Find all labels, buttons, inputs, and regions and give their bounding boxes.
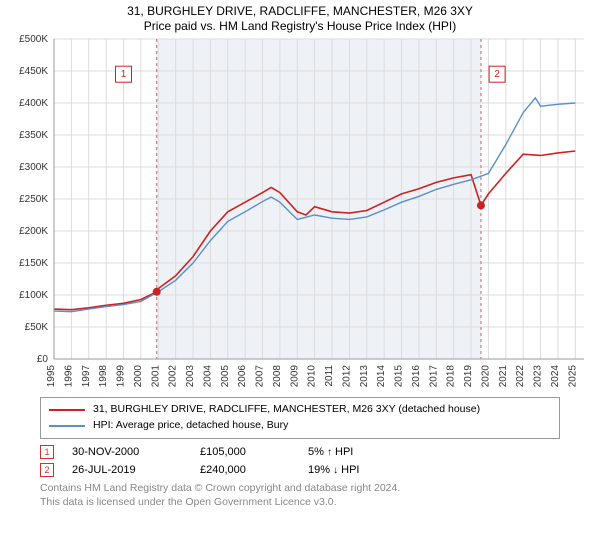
legend-row: 31, BURGHLEY DRIVE, RADCLIFFE, MANCHESTE…: [49, 402, 551, 418]
svg-text:£0: £0: [37, 354, 49, 365]
svg-text:£350K: £350K: [19, 130, 48, 141]
svg-text:1997: 1997: [81, 365, 92, 388]
svg-text:1996: 1996: [63, 365, 74, 388]
line-chart: 1 2 £0 £50K £100K £150K £200K £250K £300K £350K £4…: [0, 33, 600, 393]
svg-text:2009: 2009: [289, 365, 300, 388]
svg-text:£500K: £500K: [19, 34, 48, 45]
footer-attribution: Contains HM Land Registry data © Crown c…: [40, 481, 560, 509]
svg-text:£400K: £400K: [19, 98, 48, 109]
chart-title: 31, BURGHLEY DRIVE, RADCLIFFE, MANCHESTE…: [0, 4, 600, 18]
svg-text:2013: 2013: [359, 365, 370, 388]
svg-text:1998: 1998: [98, 365, 109, 388]
legend-row: HPI: Average price, detached house, Bury: [49, 418, 551, 434]
cell-pct: 5% ↑ HPI: [308, 446, 353, 458]
svg-text:£150K: £150K: [19, 258, 48, 269]
marker-badge: 1: [40, 445, 54, 459]
svg-text:2000: 2000: [133, 365, 144, 388]
svg-text:1999: 1999: [116, 365, 127, 388]
chart-titles: 31, BURGHLEY DRIVE, RADCLIFFE, MANCHESTE…: [0, 0, 600, 33]
svg-text:2016: 2016: [411, 365, 422, 388]
svg-text:2024: 2024: [550, 365, 561, 388]
svg-text:2015: 2015: [394, 365, 405, 388]
legend-swatch: [49, 425, 85, 427]
svg-text:2017: 2017: [428, 365, 439, 388]
svg-text:2002: 2002: [168, 365, 179, 388]
cell-price: £240,000: [200, 464, 290, 476]
svg-text:2025: 2025: [567, 365, 578, 388]
svg-text:2021: 2021: [498, 365, 509, 388]
svg-text:2011: 2011: [324, 365, 335, 387]
svg-text:2019: 2019: [463, 365, 474, 388]
legend-label: 31, BURGHLEY DRIVE, RADCLIFFE, MANCHESTE…: [93, 402, 480, 418]
legend: 31, BURGHLEY DRIVE, RADCLIFFE, MANCHESTE…: [40, 397, 560, 439]
svg-text:£450K: £450K: [19, 66, 48, 77]
legend-swatch: [49, 409, 85, 411]
svg-text:£50K: £50K: [25, 322, 49, 333]
svg-text:2007: 2007: [255, 365, 266, 388]
legend-label: HPI: Average price, detached house, Bury: [93, 418, 288, 434]
svg-text:£100K: £100K: [19, 290, 48, 301]
arrow-up-icon: ↑: [327, 447, 332, 458]
cell-date: 26-JUL-2019: [72, 464, 182, 476]
table-row: 1 30-NOV-2000 £105,000 5% ↑ HPI: [40, 445, 560, 459]
footer-line: This data is licensed under the Open Gov…: [40, 495, 560, 509]
footer-line: Contains HM Land Registry data © Crown c…: [40, 481, 560, 495]
svg-text:£250K: £250K: [19, 194, 48, 205]
cell-date: 30-NOV-2000: [72, 446, 182, 458]
svg-text:2023: 2023: [533, 365, 544, 388]
chart-subtitle: Price paid vs. HM Land Registry's House …: [0, 19, 600, 33]
svg-text:2: 2: [494, 69, 500, 80]
svg-text:2004: 2004: [202, 365, 213, 388]
svg-text:2001: 2001: [150, 365, 161, 388]
svg-text:2018: 2018: [446, 365, 457, 388]
svg-text:2012: 2012: [341, 365, 352, 388]
transaction-table: 1 30-NOV-2000 £105,000 5% ↑ HPI 2 26-JUL…: [40, 445, 560, 477]
svg-text:2006: 2006: [237, 365, 248, 388]
cell-price: £105,000: [200, 446, 290, 458]
svg-text:1: 1: [121, 69, 127, 80]
svg-text:2010: 2010: [307, 365, 318, 388]
svg-text:2014: 2014: [376, 365, 387, 388]
svg-text:£300K: £300K: [19, 162, 48, 173]
arrow-down-icon: ↓: [333, 465, 338, 476]
svg-text:2022: 2022: [515, 365, 526, 388]
svg-text:1995: 1995: [46, 365, 57, 388]
svg-text:2005: 2005: [220, 365, 231, 388]
svg-text:£200K: £200K: [19, 226, 48, 237]
svg-text:2020: 2020: [480, 365, 491, 388]
cell-pct: 19% ↓ HPI: [308, 464, 360, 476]
table-row: 2 26-JUL-2019 £240,000 19% ↓ HPI: [40, 463, 560, 477]
svg-text:2008: 2008: [272, 365, 283, 388]
marker-badge: 2: [40, 463, 54, 477]
chart-area: 1 2 £0 £50K £100K £150K £200K £250K £300K £350K £4…: [0, 33, 600, 393]
svg-text:2003: 2003: [185, 365, 196, 388]
